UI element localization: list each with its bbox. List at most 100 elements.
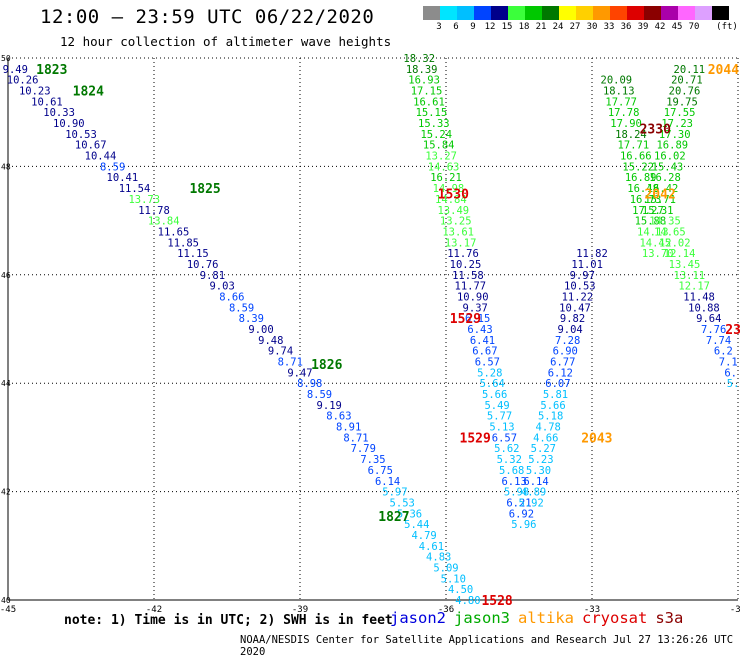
swh-label: 10.23 <box>19 86 51 98</box>
swh-label: 13.84 <box>148 216 180 228</box>
y-tick-label: 44 <box>1 379 11 388</box>
swh-label: 15.88 <box>635 216 667 228</box>
scale-swatch <box>423 6 440 20</box>
swh-label: 11.76 <box>447 248 479 260</box>
scale-swatch <box>661 6 678 20</box>
scale-tick-label: 21 <box>535 22 547 32</box>
pass-time-label: 2042 <box>644 188 675 203</box>
swh-label: 9.00 <box>248 324 273 336</box>
swh-label: 4.83 <box>426 552 451 564</box>
swh-label: 5.44 <box>404 519 429 531</box>
swh-label: 11.01 <box>571 259 603 271</box>
swh-label: 13.73 <box>128 194 160 206</box>
swh-label: 13.17 <box>445 237 477 249</box>
swh-label: 6.07 <box>545 378 570 390</box>
scale-tick-label: 42 <box>654 22 666 32</box>
swh-label: 10.76 <box>187 259 219 271</box>
swh-label: 13.70 <box>642 248 674 260</box>
swh-label: 8.91 <box>336 422 361 434</box>
swh-label: 8.66 <box>219 291 244 303</box>
swh-label: 5.13 <box>489 422 514 434</box>
swh-label: 10.26 <box>7 75 39 87</box>
swh-label: 13.25 <box>440 216 472 228</box>
swh-label: 8.71 <box>343 432 368 444</box>
scale-swatch <box>593 6 610 20</box>
swh-label: 5.66 <box>540 400 565 412</box>
scale-swatch <box>440 6 457 20</box>
satellite-jason2: jason2 <box>390 609 446 627</box>
swh-label: 10.25 <box>450 259 482 271</box>
swh-label: 9.81 <box>200 270 225 282</box>
swh-label: 4.61 <box>419 541 444 553</box>
swh-label: 9.47 <box>287 367 312 379</box>
chart-subtitle: 12 hour collection of altimeter wave hei… <box>60 34 392 49</box>
pass-time-label: 1827 <box>378 510 409 525</box>
swh-label: 11.58 <box>452 270 484 282</box>
scale-tick-label: 15 <box>501 22 513 32</box>
swh-label: 14.84 <box>435 194 467 206</box>
swh-label: 11.85 <box>167 237 199 249</box>
swh-label: 8.71 <box>278 357 303 369</box>
swh-label: 6.43 <box>467 324 492 336</box>
swh-label: 10.44 <box>85 151 117 163</box>
swh-label: 13.27 <box>425 151 457 163</box>
swh-label: 5.10 <box>441 573 466 585</box>
scale-tick-label: 6 <box>453 22 459 32</box>
swh-label: 15.31 <box>642 205 674 217</box>
swh-label: 4.50 <box>448 584 473 596</box>
swh-label: 20.11 <box>674 64 706 76</box>
swh-label: 10.47 <box>559 302 591 314</box>
swh-label: 15.24 <box>420 129 452 141</box>
swh-label: 11.82 <box>576 248 608 260</box>
swh-label: 7.35 <box>360 454 385 466</box>
scale-tick-label: 30 <box>586 22 598 32</box>
swh-label: 6.90 <box>553 346 578 358</box>
swh-label: 16.66 <box>620 151 652 163</box>
swh-label: 15.71 <box>644 194 676 206</box>
x-tick-label: -45 <box>0 605 16 615</box>
swh-label: 20.71 <box>671 75 703 87</box>
swh-label: 5.36 <box>397 508 422 520</box>
scale-tick-label: 36 <box>620 22 632 32</box>
swh-label: 4.79 <box>411 530 436 542</box>
swh-label: 8.63 <box>326 411 351 423</box>
y-tick-label: 46 <box>1 271 11 280</box>
swh-label: 18.13 <box>603 86 635 98</box>
swh-label: 6.41 <box>470 335 495 347</box>
swh-label: 5.81 <box>543 389 568 401</box>
swh-label: 18.39 <box>406 64 438 76</box>
satellite-s3a: s3a <box>655 609 684 627</box>
scale-swatch <box>627 6 644 20</box>
swh-label: 14.98 <box>433 183 465 195</box>
pass-time-label: 1824 <box>73 85 104 100</box>
swh-label: 5. <box>727 378 740 390</box>
swh-label: 17.23 <box>661 118 693 130</box>
swh-label: 13.11 <box>674 270 706 282</box>
swh-label: 16.93 <box>408 75 440 87</box>
swh-label: 5.62 <box>494 443 519 455</box>
swh-label: 7.76 <box>701 324 726 336</box>
swh-label: 6.57 <box>475 357 500 369</box>
swh-label: 7.28 <box>555 335 580 347</box>
swh-label: 5.09 <box>433 562 458 574</box>
swh-labels: 9.4910.2610.2310.6110.3310.9010.5310.671… <box>3 53 740 607</box>
y-tick-label: 40 <box>1 596 11 605</box>
footer-credit: NOAA/NESDIS Center for Satellite Applica… <box>240 634 734 658</box>
pass-time-label: 2330 <box>640 122 671 137</box>
swh-label: 19.75 <box>666 96 698 108</box>
x-tick-label: -33 <box>584 605 600 615</box>
swh-label: 6.14 <box>523 476 548 488</box>
scale-tick-label: 3 <box>436 22 442 32</box>
scale-unit-label: (ft) <box>716 22 738 32</box>
swh-label: 16.89 <box>656 140 688 152</box>
swh-label: 10.41 <box>107 172 139 184</box>
swh-label: 4.66 <box>533 432 558 444</box>
scale-swatch <box>474 6 491 20</box>
swh-label: 11.65 <box>158 226 190 238</box>
pass-time-label: 2044 <box>708 63 739 78</box>
swh-label: 11.54 <box>119 183 151 195</box>
swh-label: 8.59 <box>100 161 125 173</box>
swh-label: 16.89 <box>625 172 657 184</box>
satellite-jason3: jason3 <box>454 609 510 627</box>
satellite-altika: altika <box>518 609 574 627</box>
